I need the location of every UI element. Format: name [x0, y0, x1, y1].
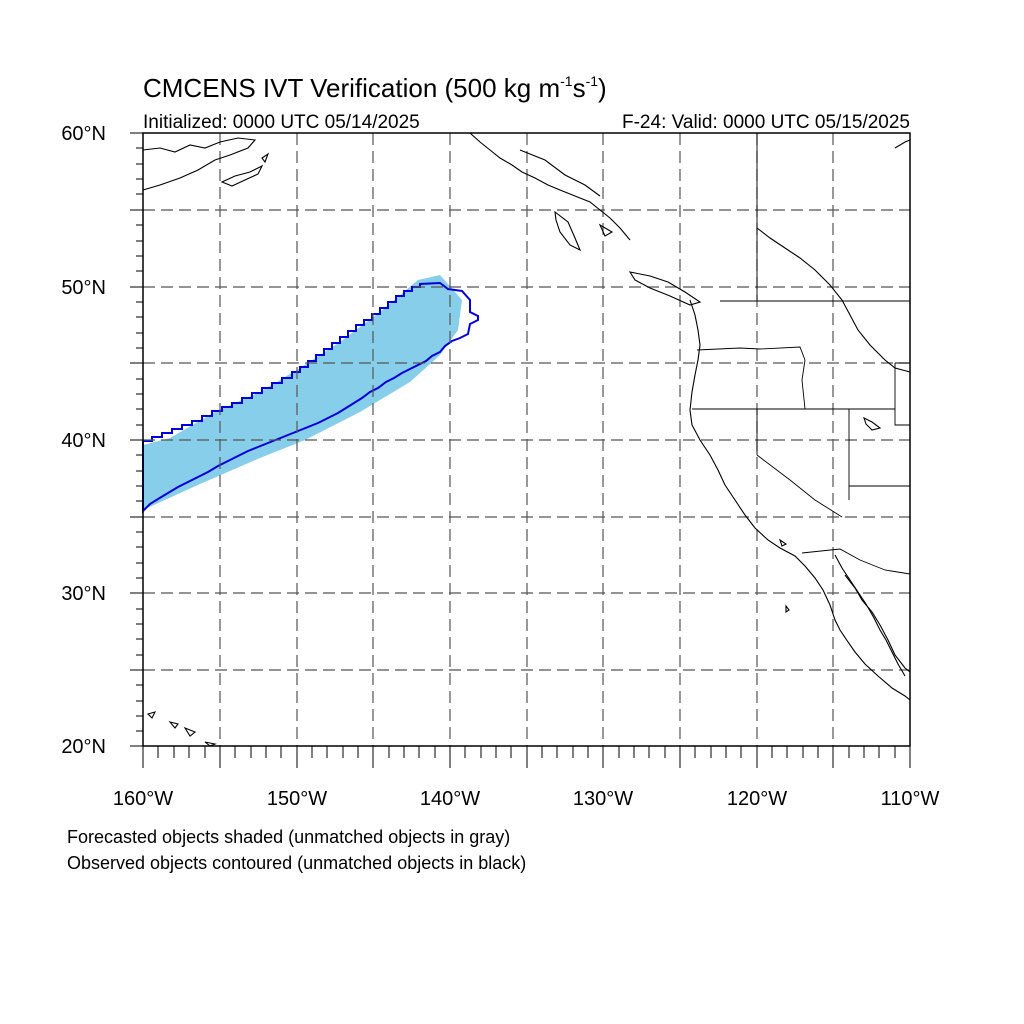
lat-label: 60°N [61, 123, 106, 145]
map-panel: 60°N 50°N 40°N 30°N 20°N 160°W 150°W 140… [61, 123, 939, 810]
political-boundaries [692, 133, 911, 575]
graticule [143, 133, 910, 746]
lon-labels: 160°W 150°W 140°W 130°W 120°W 110°W [113, 788, 940, 810]
legend-observed-note: Observed objects contoured (unmatched ob… [67, 853, 526, 873]
lon-label: 130°W [573, 788, 633, 810]
lat-label: 50°N [61, 277, 106, 299]
observed-contour [142, 281, 479, 514]
legend-forecast-note: Forecasted objects shaded (unmatched obj… [67, 827, 510, 847]
forecast-object [143, 275, 462, 510]
lat-label: 20°N [61, 736, 106, 758]
init-time: Initialized: 0000 UTC 05/14/2025 [143, 112, 420, 133]
lat-labels: 60°N 50°N 40°N 30°N 20°N [61, 123, 106, 758]
lon-label: 160°W [113, 788, 173, 810]
figure-title: CMCENS IVT Verification (500 kg m-1s-1) [143, 73, 607, 103]
lat-label: 30°N [61, 583, 106, 605]
lon-label: 110°W [881, 788, 940, 810]
lat-label: 40°N [61, 430, 106, 452]
valid-time: F-24: Valid: 0000 UTC 05/15/2025 [622, 112, 910, 133]
coastlines [142, 132, 911, 747]
tick-marks [130, 132, 911, 768]
lon-label: 120°W [727, 788, 787, 810]
lon-label: 140°W [420, 788, 480, 810]
lon-label: 150°W [267, 788, 327, 810]
